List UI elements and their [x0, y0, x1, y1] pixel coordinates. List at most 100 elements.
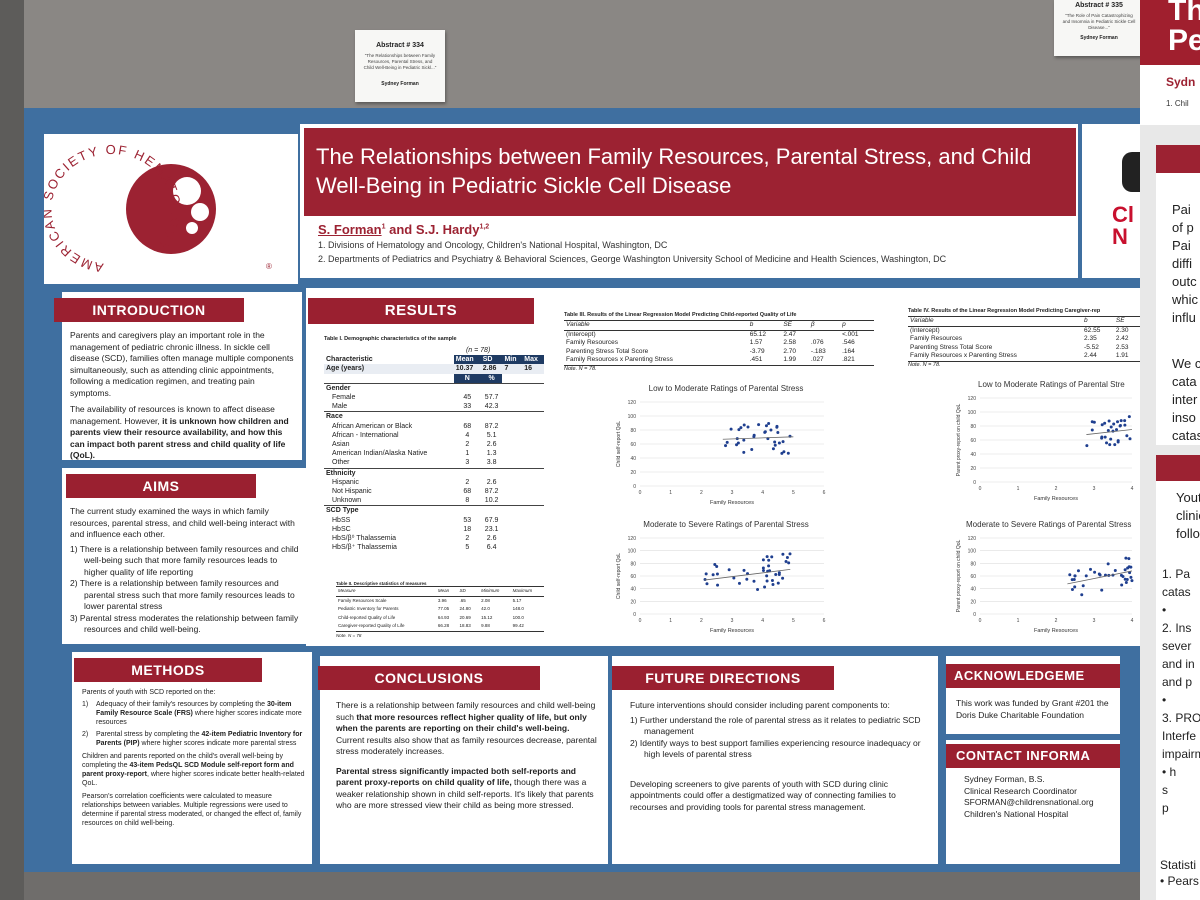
abstract-card-author: Sydney Forman [381, 81, 419, 87]
y-tick-label: 0 [973, 612, 976, 618]
data-point [1116, 420, 1120, 424]
plot-parent-mod: 0 20 40 60 80 100 120 0 1 2 3 4 Family Resources Pare… [956, 536, 1134, 634]
table1-cell-n: 2 [465, 441, 470, 449]
table1-cell-percent: 10.2 [484, 497, 499, 505]
data-point [761, 566, 765, 570]
author-1: S. Forman [318, 222, 382, 237]
neighbor-title-fragment-1: Th [1168, 0, 1200, 27]
data-point [1120, 583, 1124, 587]
x-tick-label: 1 [1017, 486, 1020, 492]
table2-cell: 20.69 [459, 614, 471, 620]
neighbor-list-line: s [1162, 783, 1168, 797]
plot-parent-mod-title: Moderate to Severe Ratings of Parental S… [966, 520, 1132, 529]
data-point [768, 569, 772, 573]
x-tick-label: 4 [1131, 486, 1134, 492]
conclusions-body: There is a relationship between family r… [336, 700, 598, 817]
y-tick-label: 40 [970, 452, 976, 458]
x-tick-label: 1 [669, 618, 672, 624]
neighbor-text2-line: inter [1172, 392, 1198, 407]
contact-email[interactable]: SFORMAN@childrensnational.org [964, 797, 1094, 807]
data-point [727, 568, 731, 572]
table-row: HbSS 53 67.9 [324, 516, 544, 525]
y-tick-label: 0 [633, 612, 636, 618]
methods-intro: Parents of youth with SCD reported on th… [82, 689, 216, 696]
neighbor-text3-line: Yout [1176, 490, 1200, 505]
table2-cell: 18.83 [457, 622, 480, 632]
y-tick-label: 80 [630, 561, 636, 567]
table1-cell-n: 33 [463, 403, 472, 411]
data-point [788, 552, 792, 556]
table1-cell-label: Other [332, 459, 350, 467]
table-row: Female 45 57.7 [324, 393, 544, 402]
y-tick-label: 40 [970, 587, 976, 593]
x-axis-label: Family Resources [710, 628, 754, 634]
aims-heading: AIMS [66, 474, 256, 498]
data-point [745, 577, 749, 581]
table1-cell-label: Male [332, 403, 348, 411]
table2-cell: 99.42 [510, 622, 544, 632]
table1-cell-percent: 3.8 [486, 459, 497, 467]
data-point [1100, 436, 1104, 440]
y-tick-label: 60 [970, 438, 976, 444]
table3-cell: .546 [842, 339, 855, 346]
x-tick-label: 1 [669, 490, 672, 496]
table4-cell: Family Resources x Parenting Stress [908, 352, 1083, 362]
data-point [750, 448, 754, 452]
table4-cell: 2.35 [1084, 335, 1097, 342]
table1-age-max: 16 [524, 365, 533, 373]
data-point [715, 572, 719, 576]
table-row: Family Resources Scale 3.96 .65 2.08 5.17 [336, 596, 544, 605]
methods-panel: METHODS Parents of youth with SCD report… [72, 652, 312, 864]
table1-cell-n: 68 [463, 422, 472, 430]
introduction-body: Parents and caregivers play an important… [70, 330, 296, 467]
table1-cell-percent: 2.6 [486, 441, 497, 449]
data-point [756, 588, 760, 592]
table2-cell: 77.05 [437, 606, 450, 611]
data-point [713, 562, 717, 566]
x-tick-label: 4 [761, 490, 764, 496]
future-directions-body: Future interventions should consider inc… [630, 700, 930, 818]
x-tick-label: 3 [731, 618, 734, 624]
neighbor-list-line: impairm [1162, 747, 1200, 761]
methods-p3: Pearson's correlation coefficients were … [82, 793, 302, 827]
x-axis-label: Family Resources [1034, 628, 1078, 634]
table2-cell: .65 [459, 597, 466, 603]
table1-cell-n: 18 [463, 525, 472, 533]
introduction-panel: INTRODUCTION Parents and caregivers play… [54, 292, 302, 460]
neighbor-list-line: • [1162, 603, 1167, 617]
neighbor-text1-line: outc [1172, 274, 1197, 289]
neighbor-affiliation-fragment: 1. Chil [1166, 99, 1189, 108]
y-axis-label: Child self-report QoL [616, 553, 622, 599]
x-tick-label: 0 [639, 618, 642, 624]
table1-cell-percent: 5.1 [486, 431, 497, 439]
future-item-2: 2) Identify ways to best support familie… [630, 737, 921, 760]
x-axis-label: Family Resources [710, 500, 754, 506]
x-tick-label: 2 [700, 618, 703, 624]
neighbor-panel-3-header [1156, 455, 1200, 481]
table1-cell-n: 2 [465, 478, 470, 486]
data-point [765, 579, 769, 583]
table3-cell: 1.57 [749, 339, 763, 346]
data-point [767, 422, 771, 426]
table1-cell-n: 45 [463, 394, 472, 402]
table4-cell: Parenting Stress Total Score [910, 343, 993, 351]
table1-section-row: SCD Type [324, 505, 544, 516]
table1-cell-n: 8 [465, 497, 470, 505]
y-tick-label: 120 [968, 536, 977, 542]
data-point [763, 430, 767, 434]
table1-age-sd: 2.86 [482, 365, 497, 373]
table-row: Parenting Stress Total Score -3.79 2.70 -.1… [564, 348, 874, 357]
data-point [1081, 584, 1085, 588]
contact-panel: CONTACT INFORMA Sydney Forman, B.S. Clin… [946, 740, 1120, 864]
data-point [771, 447, 775, 451]
data-point [767, 564, 771, 568]
data-point [1103, 435, 1107, 439]
table3: Variable b SE β p (Intercept) 65.12 2.47 <.… [564, 320, 874, 373]
plot-parent-low: 0 20 40 60 80 100 120 0 1 2 3 4 Family Resources Pare… [956, 396, 1134, 502]
table4-cell: 2.53 [1115, 343, 1129, 351]
table-row: Caregiver-reported Quality of Life 66.28 1… [336, 622, 544, 632]
data-point [1124, 556, 1128, 560]
table1-cell-n: 53 [463, 516, 472, 524]
table3-cell: 2.70 [783, 347, 796, 355]
y-tick-label: 60 [630, 442, 636, 448]
